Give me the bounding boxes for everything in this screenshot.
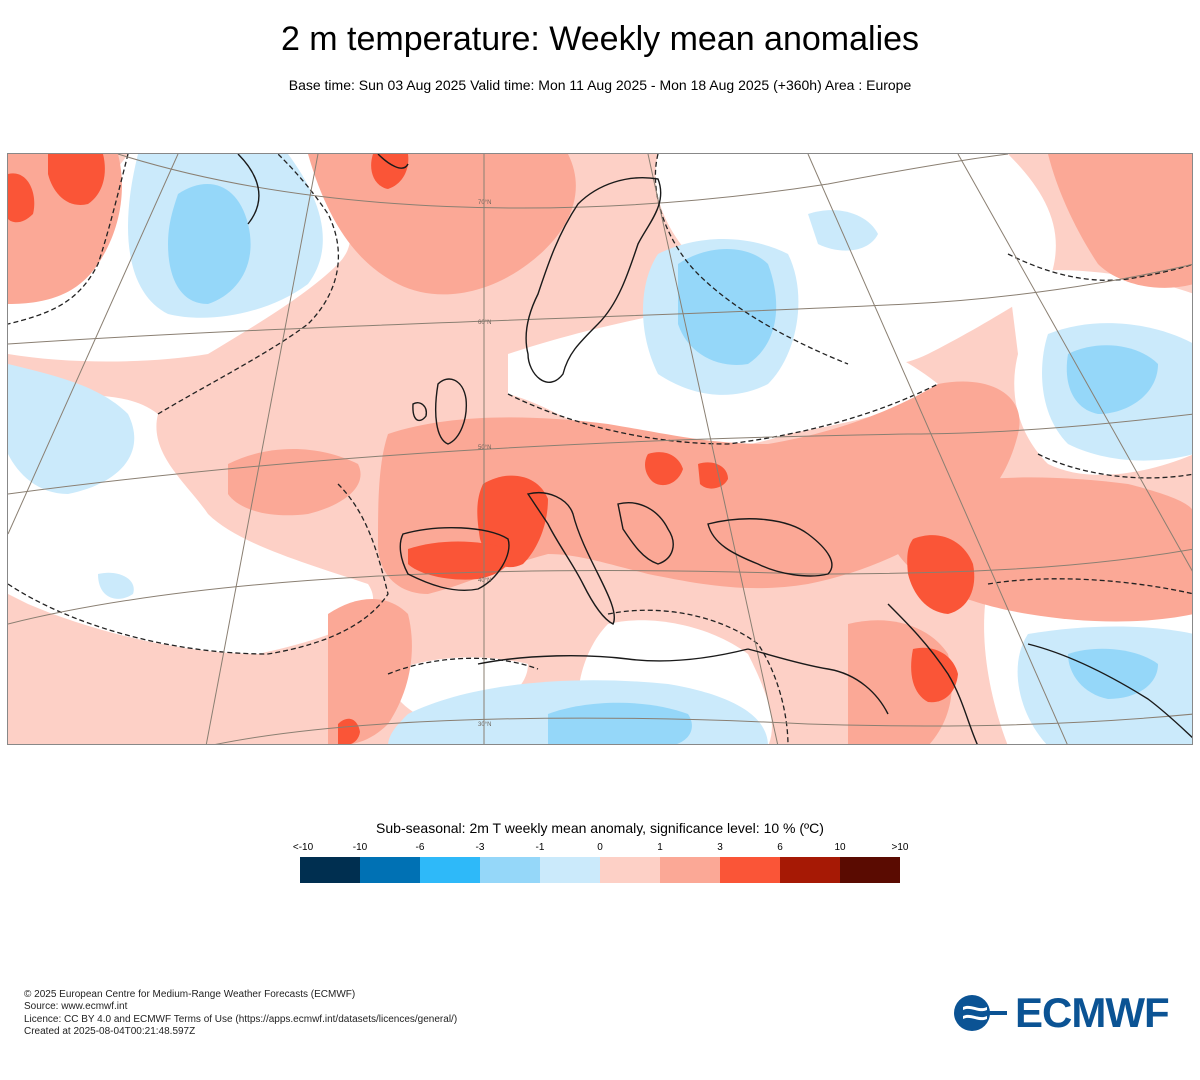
colorbar-segment — [540, 857, 600, 883]
chart-title: 2 m temperature: Weekly mean anomalies — [280, 20, 920, 58]
coastlines — [237, 154, 1192, 744]
legend-ticks: <-10 -10 -6 -3 -1 0 1 3 6 10 >10 — [293, 842, 909, 854]
graticule — [8, 154, 1192, 744]
colorbar-segment — [840, 857, 900, 883]
moderate-negative-areas — [168, 184, 1158, 744]
colorbar-segment — [720, 857, 780, 883]
legend-tick: -1 — [535, 842, 545, 853]
ecmwf-logo-text: ECMWF — [1015, 989, 1170, 1036]
footer-credits: © 2025 European Centre for Medium-Range … — [24, 989, 457, 1038]
legend-tick: -10 — [352, 842, 368, 853]
legend-tick: 1 — [657, 842, 663, 853]
source-line: Source: www.ecmwf.int — [24, 1001, 128, 1013]
legend-title: Sub-seasonal: 2m T weekly mean anomaly, … — [376, 820, 824, 836]
legend-tick: -6 — [415, 842, 425, 853]
lat-label-50: 50°N — [478, 445, 491, 451]
legend-tick: 10 — [834, 842, 846, 853]
colorbar-segment — [480, 857, 540, 883]
copyright-line: © 2025 European Centre for Medium-Range … — [24, 989, 356, 1000]
legend-tick: -3 — [475, 842, 485, 853]
anomaly-map: 70°N 60°N 50°N 40°N 30°N — [7, 153, 1193, 745]
legend-tick: 6 — [777, 842, 783, 853]
colorbar-segment — [300, 857, 360, 883]
weak-negative-areas — [8, 154, 1192, 744]
legend-tick: 0 — [597, 842, 603, 853]
legend-tick: 3 — [717, 842, 723, 853]
lat-label-40: 40°N — [478, 578, 491, 584]
colorbar-segment — [660, 857, 720, 883]
ecmwf-logo-icon — [954, 995, 1007, 1031]
legend-colorbar — [300, 857, 900, 883]
colorbar-segment — [360, 857, 420, 883]
colorbar-segment — [600, 857, 660, 883]
legend-tick: >10 — [891, 842, 909, 853]
created-line: Created at 2025-08-04T00:21:48.597Z — [24, 1025, 196, 1037]
lat-label-60: 60°N — [478, 320, 491, 326]
legend-tick: <-10 — [292, 842, 314, 853]
chart-subtitle: Base time: Sun 03 Aug 2025 Valid time: M… — [288, 77, 912, 93]
ecmwf-logo: ECMWF — [953, 992, 1179, 1034]
licence-line: Licence: CC BY 4.0 and ECMWF Terms of Us… — [24, 1013, 458, 1025]
anomaly-map-canvas: 70°N 60°N 50°N 40°N 30°N — [8, 154, 1192, 744]
colorbar-segment — [780, 857, 840, 883]
colorbar-segment — [420, 857, 480, 883]
lat-label-30: 30°N — [478, 722, 491, 728]
lat-label-70: 70°N — [478, 200, 491, 206]
